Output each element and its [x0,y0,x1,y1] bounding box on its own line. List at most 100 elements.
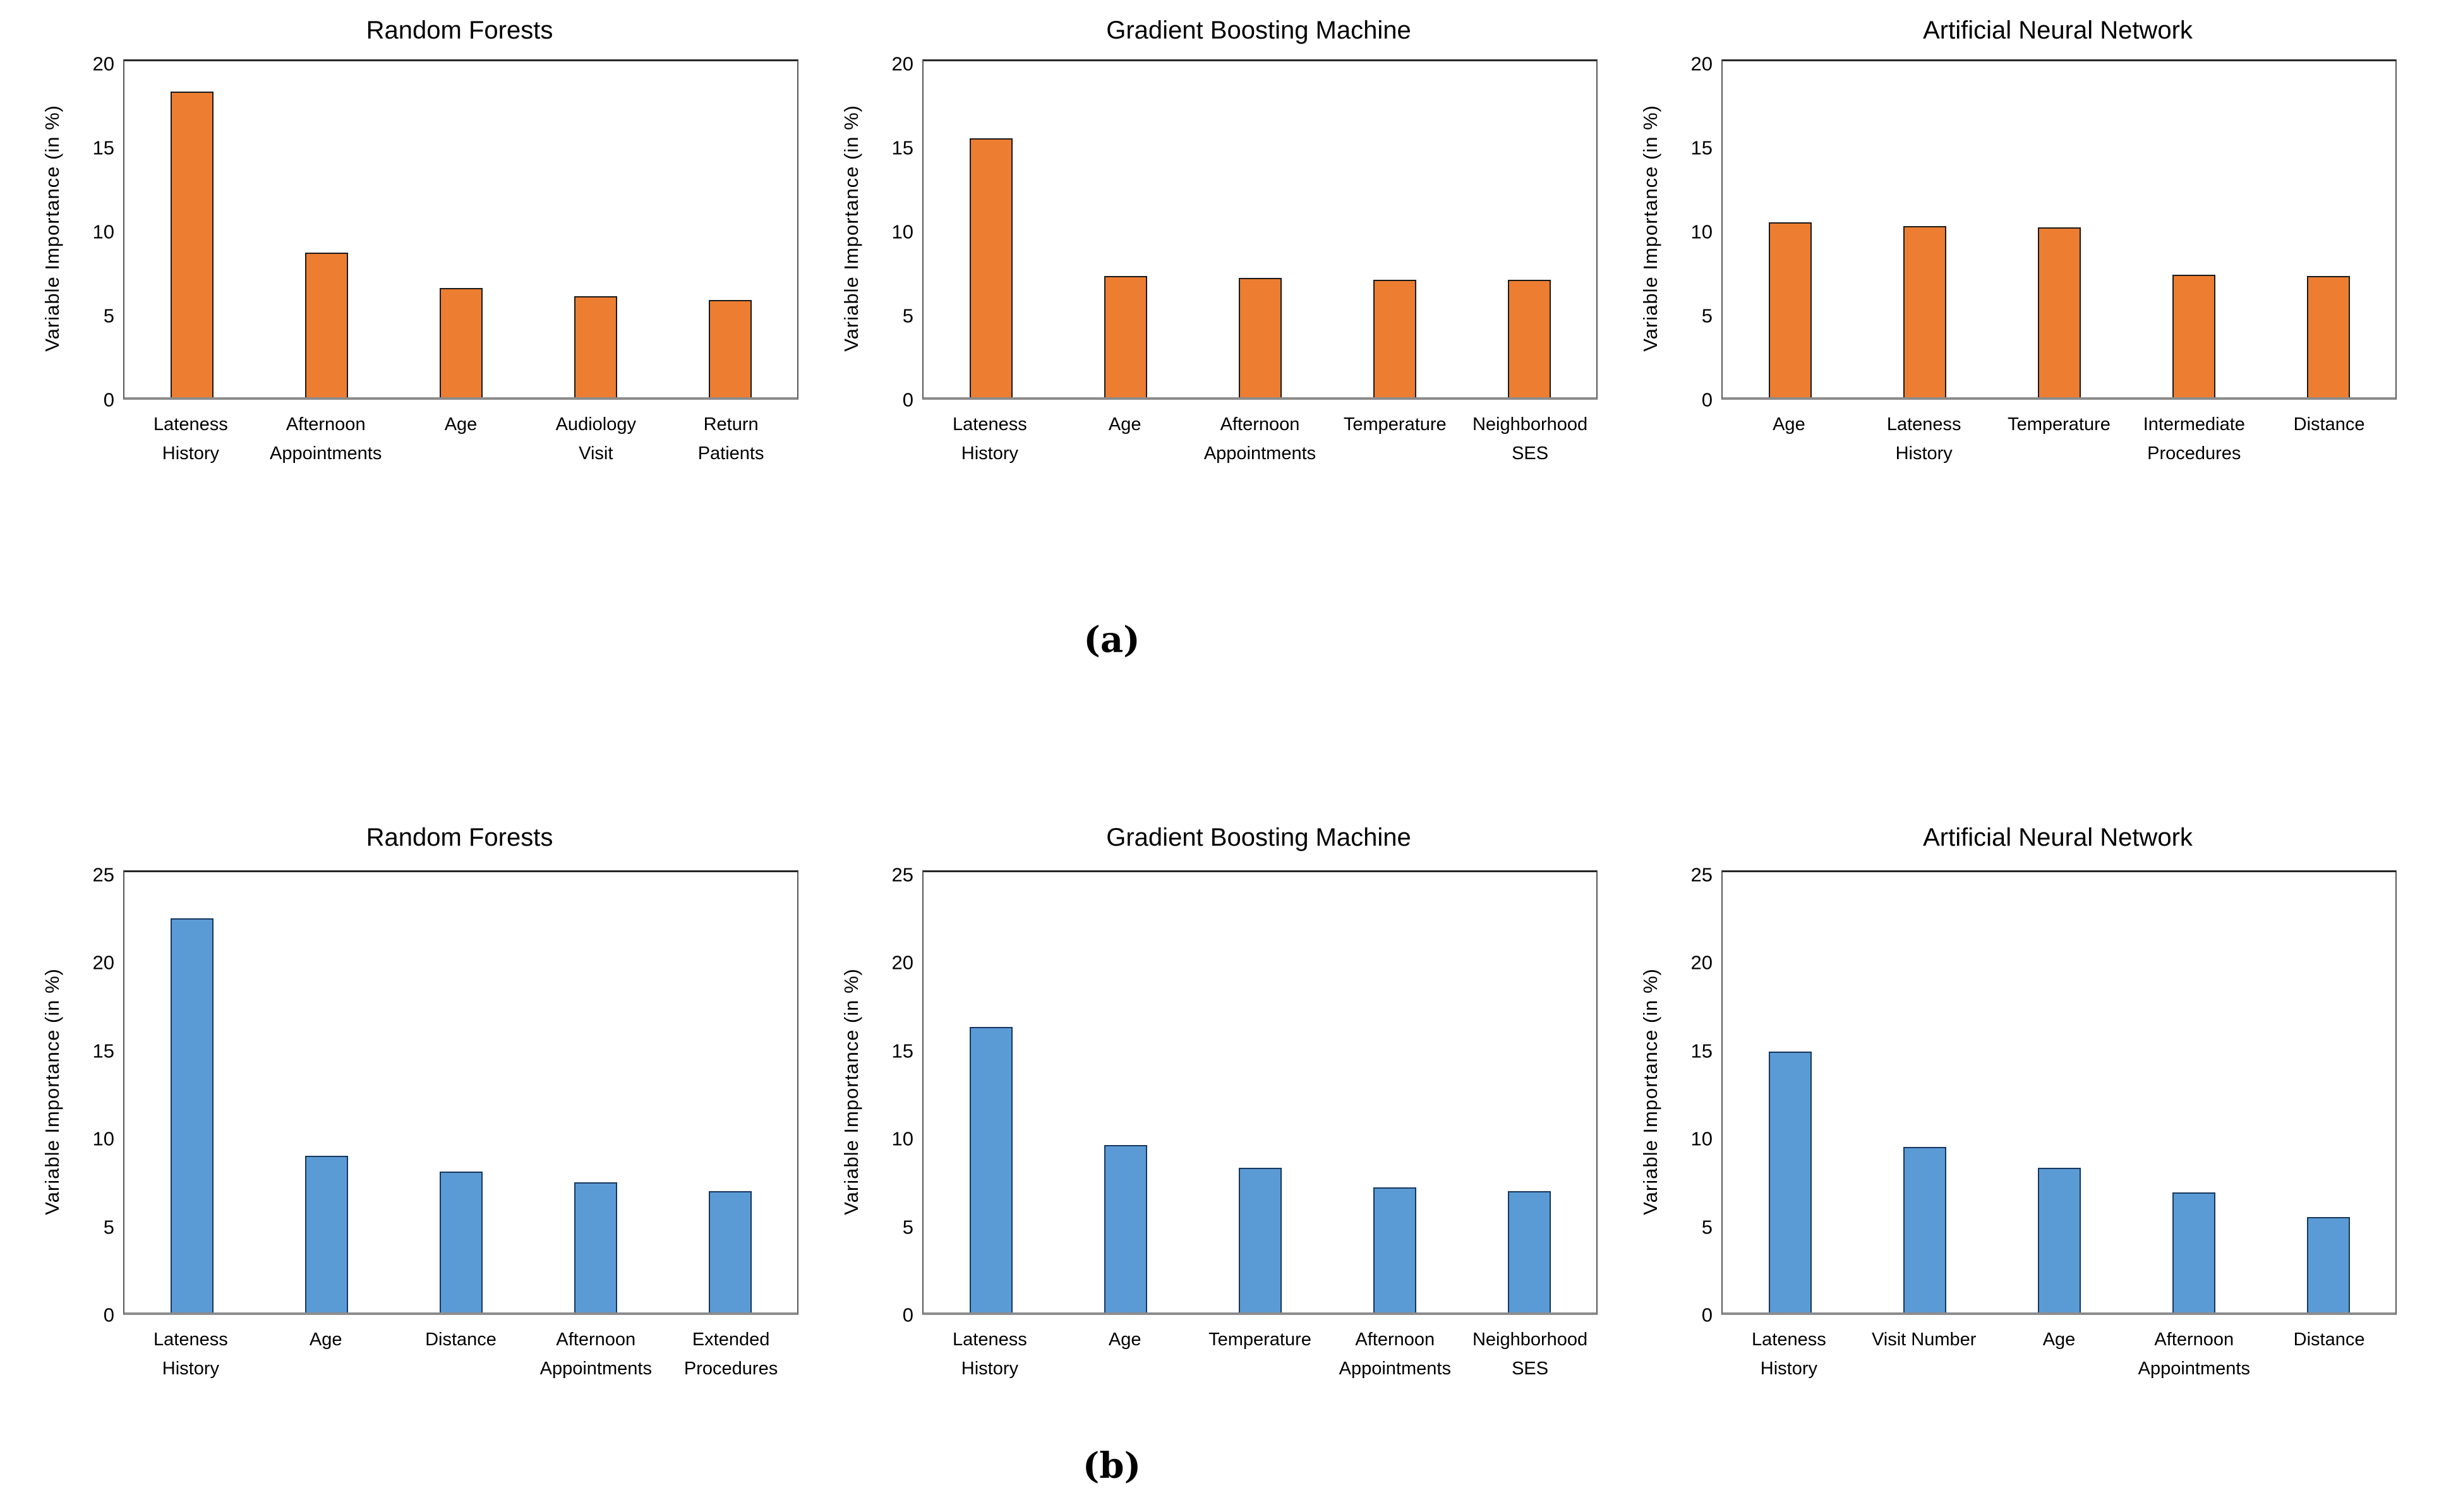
subfigure-b-row: Random Forests Variable Importance (in %… [0,821,2463,1383]
y-tick-15: 15 [92,136,114,159]
plot-area [922,59,1598,400]
y-tick-20: 20 [1690,951,1713,974]
x-label-afternoon-appointments: Afternoon Appointments [539,1329,652,1379]
chart-panel-gradient-boosting-b: Gradient Boosting Machine Variable Impor… [834,821,1598,1383]
x-label-age: Age [2042,1329,2076,1350]
x-label-lateness-history: Lateness History [154,414,228,464]
y-tick-5: 5 [902,304,913,327]
y-tick-10: 10 [1690,1127,1713,1150]
chart-title: Random Forests [366,824,553,851]
plot-area [1721,59,2397,400]
x-label-age: Age [309,1329,342,1350]
y-axis-ticks: 0 5 10 15 20 [869,54,922,410]
x-label-afternoon-appointments: Afternoon Appointments [2138,1329,2250,1379]
x-label-lateness-history: Lateness History [1752,1329,1826,1379]
y-tick-0: 0 [103,1304,114,1326]
bar-neighborhood-ses [1507,1191,1551,1312]
bar-age [1104,276,1147,397]
subfigure-label-a: (a) [1083,619,1140,661]
bar-visit-number [1903,1146,1946,1312]
y-tick-20: 20 [891,52,913,75]
bar-afternoon-appointments [304,253,348,397]
x-axis-labels: Lateness History Age Afternoon Appointments T… [922,410,1598,468]
y-tick-20: 20 [92,52,114,75]
y-tick-15: 15 [1690,136,1713,159]
bar-temperature [2037,227,2081,397]
bar-temperature [1238,1168,1282,1312]
plot-area [123,59,798,400]
y-axis-ticks: 0 5 10 15 20 [69,54,123,410]
bar-lateness-history [1768,1052,1812,1312]
y-tick-10: 10 [1690,220,1713,243]
chart-title: Gradient Boosting Machine [1106,16,1411,44]
x-label-lateness-history: Lateness History [953,1329,1027,1379]
y-tick-15: 15 [891,136,913,159]
x-label-afternoon-appointments: Afternoon Appointments [1339,1329,1451,1379]
bar-audiology-visit [574,296,617,397]
bar-age [439,288,483,397]
chart-title: Random Forests [366,16,553,44]
y-tick-15: 15 [1690,1040,1713,1062]
chart-area: Variable Importance (in %) 0 5 10 15 20 25 La… [834,865,1598,1383]
y-tick-15: 15 [92,1040,114,1062]
y-tick-25: 25 [92,863,114,886]
bar-return-patients [708,299,752,397]
bar-age [2037,1168,2081,1312]
x-label-afternoon-appointments: Afternoon Appointments [1203,414,1316,464]
y-tick-5: 5 [1701,1216,1713,1239]
y-tick-10: 10 [92,220,114,243]
chart-area: Variable Importance (in %) 0 5 10 15 20 Late… [834,54,1598,468]
x-label-return-patients: Return Patients [697,414,764,464]
y-tick-20: 20 [891,951,913,974]
x-label-temperature: Temperature [2008,414,2111,435]
bar-lateness-history [170,91,214,397]
y-tick-0: 0 [103,388,114,411]
bar-neighborhood-ses [1507,279,1551,397]
x-label-distance: Distance [2293,414,2365,435]
y-tick-10: 10 [891,220,913,243]
y-tick-10: 10 [92,1127,114,1150]
y-tick-0: 0 [902,1304,913,1326]
x-label-distance: Distance [2293,1329,2365,1350]
y-axis-label: Variable Importance (in %) [840,105,862,352]
x-label-lateness-history: Lateness History [1886,414,1961,464]
x-label-lateness-history: Lateness History [953,414,1027,464]
bar-afternoon-appointments [1238,278,1282,397]
x-label-age: Age [1108,1329,1141,1350]
bar-age [304,1155,348,1312]
y-axis-label: Variable Importance (in %) [1639,105,1661,352]
bar-afternoon-appointments [2172,1192,2215,1312]
bar-distance [439,1171,483,1312]
chart-panel-random-forests-a: Random Forests Variable Importance (in %… [35,14,798,468]
bar-afternoon-appointments [574,1182,617,1312]
chart-area: Variable Importance (in %) 0 5 10 15 20 25 La… [1633,865,2397,1383]
y-axis-ticks: 0 5 10 15 20 25 [69,865,123,1325]
y-tick-15: 15 [891,1040,913,1062]
y-tick-0: 0 [902,388,913,411]
y-tick-0: 0 [1701,388,1713,411]
chart-title: Gradient Boosting Machine [1106,824,1411,851]
subfigure-a-row: Random Forests Variable Importance (in %… [0,14,2463,468]
chart-title: Artificial Neural Network [1923,824,2193,851]
subfigure-label-b: (b) [1082,1445,1141,1487]
x-label-distance: Distance [425,1329,497,1350]
bar-lateness-history [969,138,1013,397]
chart-panel-neural-network-a: Artificial Neural Network Variable Impor… [1633,14,2397,468]
plot-area [1721,870,2397,1315]
bar-intermediate-procedures [2172,274,2215,397]
bar-lateness-history [170,918,214,1312]
x-axis-labels: Lateness History Age Temperature Afternoon A… [922,1325,1598,1383]
x-axis-labels: Lateness History Age Distance Afternoon Appoi… [123,1325,798,1383]
chart-title: Artificial Neural Network [1923,16,2193,44]
x-label-temperature: Temperature [1343,414,1447,435]
chart-area: Variable Importance (in %) 0 5 10 15 20 25 La… [35,865,798,1383]
y-axis-ticks: 0 5 10 15 20 25 [1668,865,1721,1325]
bar-temperature [1373,279,1416,397]
x-label-neighborhood-ses: Neighborhood SES [1472,414,1588,464]
chart-area: Variable Importance (in %) 0 5 10 15 20 Age L… [1633,54,2397,468]
x-axis-labels: Lateness History Afternoon Appointments Age A… [123,410,798,468]
y-tick-25: 25 [1690,863,1713,886]
plot-area [123,870,798,1315]
y-axis-ticks: 0 5 10 15 20 25 [869,865,922,1325]
